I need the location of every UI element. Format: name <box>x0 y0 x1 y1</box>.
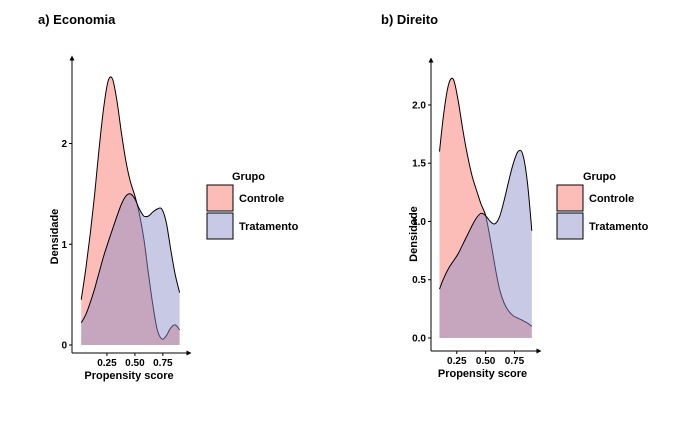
y-tick-label: 1.5 <box>412 159 426 170</box>
legend-key-tratamento <box>206 212 234 240</box>
y-tick-label: 2 <box>61 139 67 150</box>
x-tick-label: 0.25 <box>447 356 467 367</box>
legend-label-controle: Controle <box>239 193 284 205</box>
density-line-controle <box>80 76 180 340</box>
legend: Grupo Controle Tratamento <box>206 171 299 240</box>
density-line-tratamento <box>439 149 533 290</box>
y-ticks: 0 1 2 <box>61 139 72 352</box>
panel-economia: a) Economia 0.25 0.50 0.75 0 1 2 Propensity … <box>38 12 299 382</box>
x-tick-label: 0.75 <box>153 358 173 369</box>
y-ticks: 0.0 0.5 1.0 1.5 2.0 <box>412 100 431 345</box>
x-axis-label: Propensity score <box>84 370 173 382</box>
x-ticks: 0.25 0.50 0.75 <box>97 353 173 369</box>
legend-label-tratamento: Tratamento <box>239 221 299 233</box>
x-tick-label: 0.25 <box>97 358 117 369</box>
legend-key-controle <box>556 184 584 212</box>
density-area-controle <box>439 78 532 339</box>
plot-area <box>439 77 533 339</box>
legend-label-tratamento: Tratamento <box>589 221 649 233</box>
panel-direito: b) Direito 0.25 0.50 0.75 0.00.51.01.52.0 … <box>381 12 649 380</box>
y-axis-label: Densidade <box>49 209 61 265</box>
y-tick-label: 1.0 <box>412 217 426 228</box>
y-tick-label: 0.0 <box>412 334 426 345</box>
legend-key-controle <box>206 184 234 212</box>
legend-title: Grupo <box>232 171 265 183</box>
density-area-tratamento <box>81 193 180 345</box>
y-tick-label: 0.5 <box>412 275 426 286</box>
panel-title: b) Direito <box>381 12 438 27</box>
y-tick-label: 0 <box>61 341 67 352</box>
density-line-tratamento <box>80 193 181 324</box>
x-tick-label: 0.75 <box>505 356 525 367</box>
y-tick-label: 2.0 <box>412 100 426 111</box>
legend: Grupo Controle Tratamento <box>556 171 649 240</box>
density-area-tratamento <box>439 150 532 338</box>
x-ticks: 0.25 0.50 0.75 <box>447 351 525 367</box>
legend-key-tratamento <box>556 212 584 240</box>
y-axis-label: Densidade <box>408 206 420 262</box>
x-tick-label: 0.50 <box>476 356 496 367</box>
density-area-controle <box>81 76 180 345</box>
x-axis-label: Propensity score <box>438 368 527 380</box>
y-tick-label: 1 <box>61 240 67 251</box>
panel-title: a) Economia <box>38 12 116 27</box>
legend-label-controle: Controle <box>589 193 634 205</box>
plot-area <box>80 76 181 345</box>
legend-title: Grupo <box>583 171 616 183</box>
x-tick-label: 0.50 <box>125 358 145 369</box>
